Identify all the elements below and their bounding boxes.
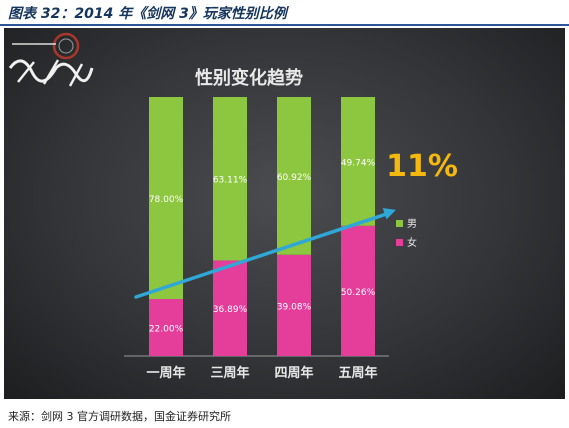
chart-panel: 性别变化趋势 22.00% 78.00% 36.89% 63.11% 39.08% 60.…: [4, 28, 565, 399]
legend: 男女: [396, 218, 417, 249]
bar-male-2: [213, 97, 247, 261]
label-female-2: 36.89%: [213, 305, 248, 315]
bars-group: 22.00% 78.00% 36.89% 63.11% 39.08% 60.92% 50.2…: [149, 97, 376, 356]
chart-svg: 性别变化趋势 22.00% 78.00% 36.89% 63.11% 39.08% 60.…: [124, 67, 458, 381]
label-male-3: 60.92%: [277, 173, 312, 183]
label-female-4: 50.26%: [341, 288, 376, 298]
trend-group: [134, 207, 396, 299]
bar-male-4: [341, 97, 375, 226]
bar-male-3: [277, 97, 311, 255]
legend-swatch-female: [396, 239, 403, 246]
bar-female-3: [277, 254, 311, 356]
bar-female-4: [341, 225, 375, 356]
label-male-2: 63.11%: [213, 176, 248, 186]
label-female-3: 39.08%: [277, 302, 312, 312]
category-labels: 一周年 三周年 四周年 五周年: [146, 365, 377, 381]
label-male-1: 78.00%: [149, 195, 184, 205]
bar-female-1: [149, 299, 183, 356]
bar-female-2: [213, 260, 247, 356]
category-label-3: 四周年: [274, 365, 313, 381]
legend-label-male: 男: [407, 218, 417, 230]
bar-male-1: [149, 97, 183, 300]
source-note: 来源：剑网 3 官方调研数据，国金证券研究所: [8, 410, 231, 423]
trend-line: [134, 211, 392, 299]
label-female-1: 22.00%: [149, 325, 184, 335]
legend-label-female: 女: [407, 236, 417, 249]
chart-title: 性别变化趋势: [195, 67, 303, 89]
category-label-2: 三周年: [210, 365, 249, 381]
legend-swatch-male: [396, 220, 403, 227]
label-male-4: 49.74%: [341, 158, 376, 168]
title-divider: [0, 24, 569, 26]
growth-annotation: 11%: [386, 149, 458, 184]
category-label-1: 一周年: [146, 365, 185, 381]
figure-title: 图表 32：2014 年《剑网 3》玩家性别比例: [8, 6, 287, 22]
trend-arrowhead: [382, 207, 396, 220]
game-logo: [8, 32, 94, 87]
category-label-4: 五周年: [338, 365, 377, 381]
